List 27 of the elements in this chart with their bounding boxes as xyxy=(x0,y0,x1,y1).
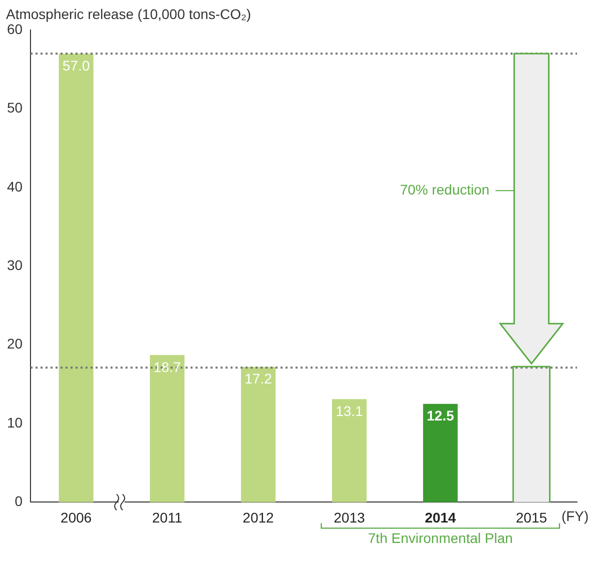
data-label: 57.0 xyxy=(62,57,90,74)
y-tick-label: 20 xyxy=(6,336,23,352)
bar xyxy=(423,404,458,502)
x-tick-label: 2012 xyxy=(242,509,274,526)
x-tick-label: 2015 xyxy=(516,509,548,526)
bar xyxy=(58,54,94,502)
y-tick-label: 50 xyxy=(6,100,23,116)
bar xyxy=(240,366,276,502)
data-label: 17.2 xyxy=(244,370,272,387)
y-tick-label: 40 xyxy=(6,178,23,194)
y-axis-title: Atmospheric release (10,000 tons-CO₂) xyxy=(6,6,252,22)
x-tick-label: 2006 xyxy=(60,509,92,526)
y-tick-label: 0 xyxy=(14,493,23,510)
y-tick-label: 30 xyxy=(6,256,23,273)
y-tick-label: 10 xyxy=(6,414,23,430)
x-axis-title: (FY) xyxy=(561,508,589,524)
annotation: 70% reduction xyxy=(400,181,490,198)
data-label: 12.5 xyxy=(426,408,454,424)
bar xyxy=(332,399,367,502)
bar xyxy=(150,355,184,502)
x-tick-label: 2013 xyxy=(334,509,366,526)
text: 7th Environmental Plan xyxy=(368,530,513,546)
x-tick-label: 2014 xyxy=(424,509,456,526)
y-tick-label: 60 xyxy=(6,20,23,37)
data-label: 13.1 xyxy=(336,402,364,419)
data-label: 18.7 xyxy=(154,358,182,375)
x-tick-label: 2011 xyxy=(152,509,182,526)
